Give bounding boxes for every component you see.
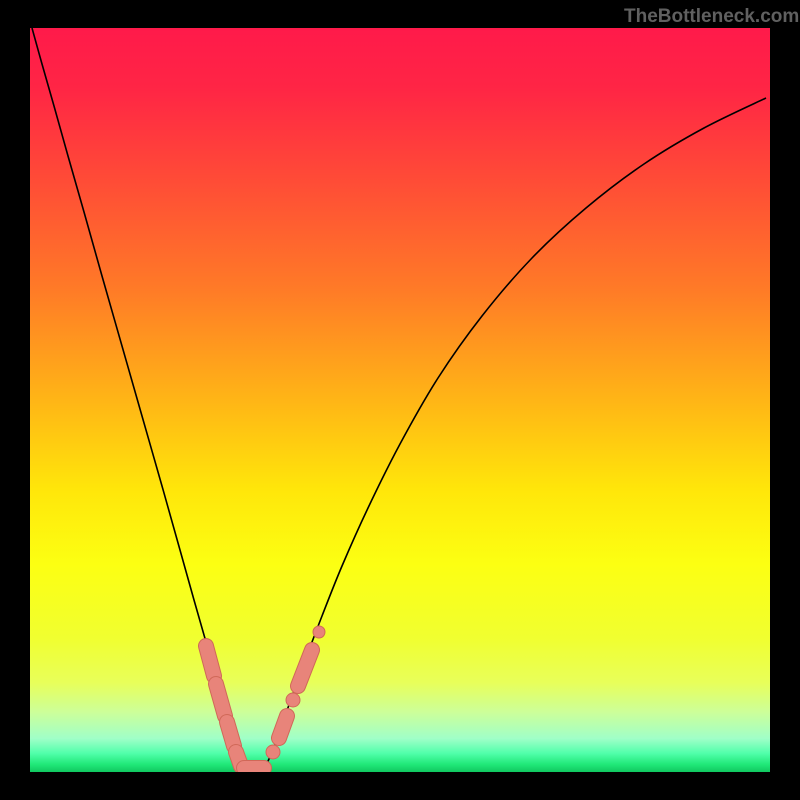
- chart-canvas: TheBottleneck.com: [0, 0, 800, 800]
- plot-area: [30, 28, 770, 772]
- watermark-text: TheBottleneck.com: [624, 6, 799, 28]
- data-markers: [30, 28, 770, 772]
